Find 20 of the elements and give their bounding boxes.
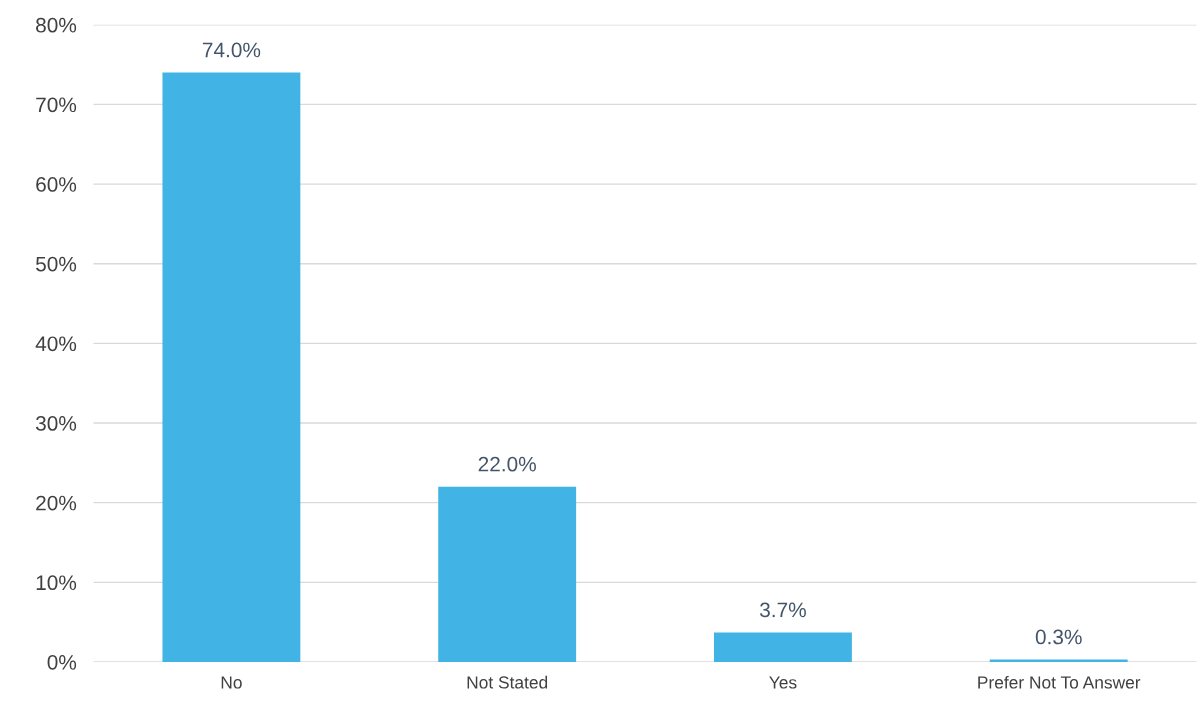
data-label: 74.0% — [202, 42, 261, 58]
y-tick-label: 40% — [35, 336, 77, 352]
y-tick-label: 60% — [36, 177, 77, 192]
y-tick-label: 70% — [36, 97, 77, 113]
x-tick-label: No — [221, 676, 242, 689]
y-tick-label: 50% — [35, 256, 77, 272]
data-label: 0.3% — [1035, 629, 1082, 645]
y-tick-label: 0% — [47, 654, 77, 670]
bar — [714, 632, 852, 662]
x-tick-label: Yes — [769, 676, 797, 689]
y-tick-label: 80% — [36, 17, 77, 33]
bar — [162, 72, 301, 662]
y-tick-label: 20% — [36, 495, 77, 511]
data-label: 3.7% — [760, 602, 806, 618]
data-label: 22.0% — [478, 456, 536, 472]
y-tick-label: 10% — [36, 575, 77, 591]
x-tick-label: Not Stated — [467, 675, 548, 689]
y-tick-label: 30% — [35, 416, 77, 431]
x-tick-label: Prefer Not To Answer — [978, 675, 1141, 689]
bar — [438, 486, 577, 662]
